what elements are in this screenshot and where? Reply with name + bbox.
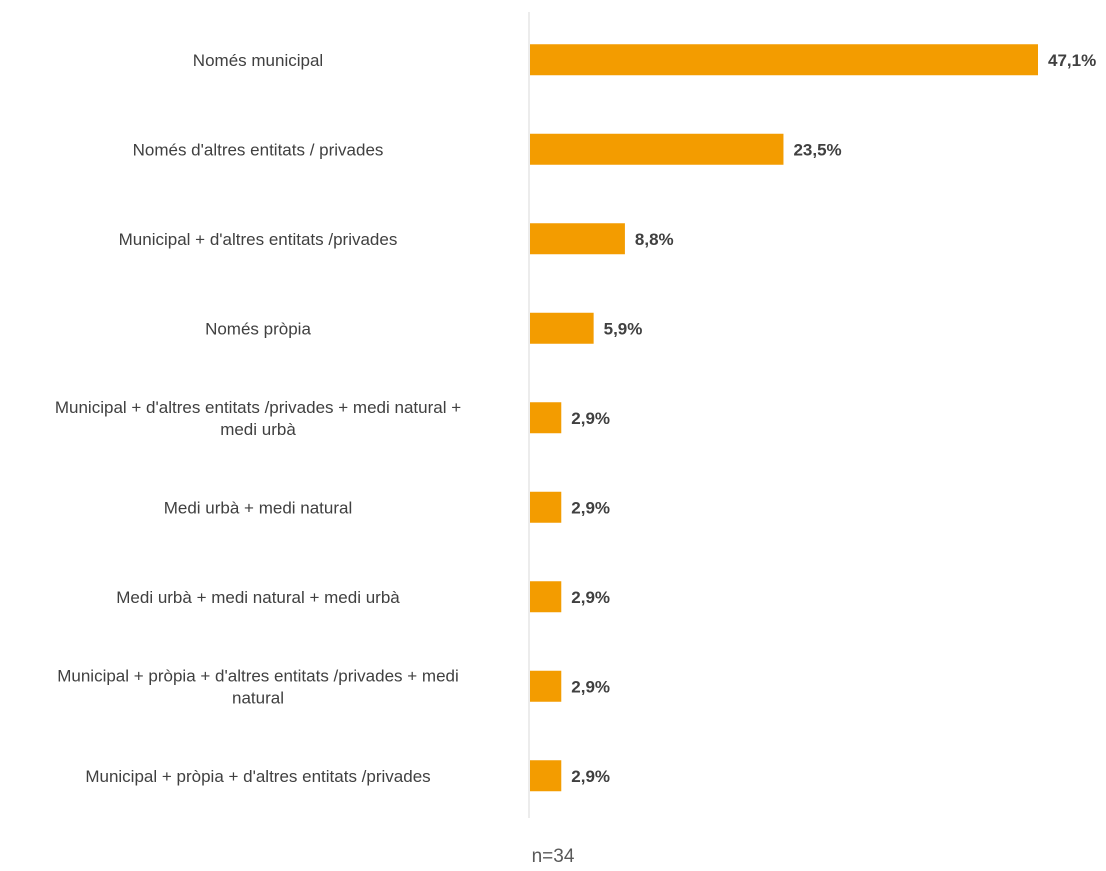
value-labels-group: 47,1% 23,5% 8,8% 5,9% 2,9% 2,9% 2,9% 2,9% 2,9%: [571, 51, 1096, 786]
value-label-4: 2,9%: [571, 409, 610, 428]
category-label-6: Medi urbà + medi natural + medi urbà: [116, 588, 400, 607]
bar-chart: Només municipal Només d'altres entitats /…: [55, 12, 1096, 818]
bar-8: [530, 760, 562, 792]
category-label-line: Medi urbà + medi natural + medi urbà: [116, 588, 400, 607]
bar-0: [530, 44, 1038, 76]
category-labels-group: Només municipal Només d'altres entitats /…: [55, 51, 461, 786]
value-label-8: 2,9%: [571, 767, 610, 786]
value-label-0: 47,1%: [1048, 51, 1096, 70]
bar-5: [530, 491, 562, 523]
category-label-line: Medi urbà + medi natural: [164, 498, 353, 517]
category-label-0: Només municipal: [193, 51, 323, 70]
bars-group: [530, 44, 1038, 792]
bar-7: [530, 670, 562, 702]
value-label-3: 5,9%: [604, 319, 643, 338]
category-label-line: Municipal + d'altres entitats /privades …: [55, 398, 461, 417]
value-label-1: 23,5%: [793, 140, 841, 159]
category-label-1: Només d'altres entitats / privades: [133, 140, 384, 159]
category-label-line: Municipal + pròpia + d'altres entitats /…: [57, 666, 459, 685]
category-label-line: Municipal + d'altres entitats /privades: [119, 230, 398, 249]
value-label-6: 2,9%: [571, 588, 610, 607]
bar-4: [530, 402, 562, 434]
category-label-line: Només pròpia: [205, 319, 311, 338]
bar-6: [530, 581, 562, 613]
sample-size-note: n=34: [531, 846, 575, 867]
bar-2: [530, 223, 625, 255]
value-label-5: 2,9%: [571, 498, 610, 517]
category-label-4: Municipal + d'altres entitats /privades …: [55, 398, 461, 439]
value-label-7: 2,9%: [571, 677, 610, 696]
category-label-line: Només municipal: [193, 51, 323, 70]
bar-3: [530, 312, 594, 344]
category-label-8: Municipal + pròpia + d'altres entitats /…: [85, 767, 430, 786]
category-label-7: Municipal + pròpia + d'altres entitats /…: [57, 666, 459, 707]
bar-1: [530, 133, 784, 165]
category-label-line: medi urbà: [220, 420, 296, 439]
category-label-line: Només d'altres entitats / privades: [133, 140, 384, 159]
category-label-3: Només pròpia: [205, 319, 311, 338]
category-label-2: Municipal + d'altres entitats /privades: [119, 230, 398, 249]
category-label-line: Municipal + pròpia + d'altres entitats /…: [85, 767, 430, 786]
category-label-line: natural: [232, 688, 284, 707]
category-label-5: Medi urbà + medi natural: [164, 498, 353, 517]
value-label-2: 8,8%: [635, 230, 674, 249]
